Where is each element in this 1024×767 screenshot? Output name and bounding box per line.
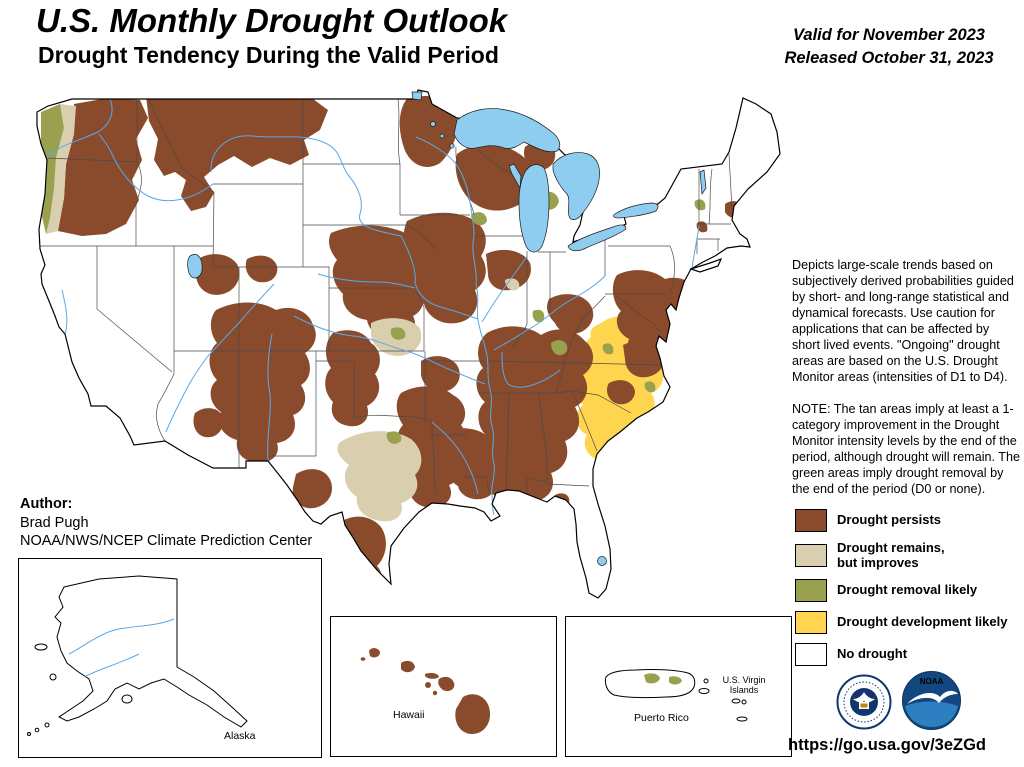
shortlink-url: https://go.usa.gov/3eZGd: [788, 736, 987, 754]
legend-swatch-improves: [795, 544, 827, 568]
alaska-outline: [54, 575, 248, 728]
legend-swatch-none: [795, 643, 827, 667]
virgin-islands-label-2: Islands: [730, 685, 759, 695]
author-organization: NOAA/NWS/NCEP Climate Prediction Center: [20, 533, 313, 550]
description-text: Depicts large-scale trends based on subj…: [792, 258, 1014, 384]
lake-huron: [552, 152, 600, 220]
legend-row-development: Drought development likely: [795, 611, 1008, 635]
lake-of-the-woods: [411, 91, 423, 101]
author-block: Author: Brad Pugh NOAA/NWS/NCEP Climate …: [20, 495, 312, 551]
validity-block: Valid for November 2023 Released October…: [760, 24, 1018, 70]
lake-ontario: [613, 202, 659, 219]
legend-label-development: Drought development likely: [837, 614, 1008, 630]
map-legend: Drought persists Drought remains, but im…: [795, 509, 1008, 667]
st-john: [741, 699, 747, 705]
legend-label-improves: Drought remains, but improves: [837, 540, 945, 570]
legend-label-removal: Drought removal likely: [837, 582, 978, 598]
state-borders: [40, 98, 733, 495]
author-name: Brad Pugh: [20, 514, 89, 531]
note-text: NOTE: The tan areas imply at least a 1-c…: [792, 402, 1020, 496]
green-bay: [508, 163, 522, 190]
hawaii-inset: Hawaii: [330, 616, 557, 757]
legend-label-persists: Drought persists: [837, 512, 942, 528]
puerto-rico-label: Puerto Rico: [634, 712, 689, 724]
department-of-commerce-seal: [836, 674, 892, 730]
legend-swatch-persists: [795, 509, 827, 532]
page-subtitle: Drought Tendency During the Valid Period: [38, 42, 499, 68]
lake-champlain: [699, 169, 707, 196]
long-island: [689, 257, 723, 273]
svg-text:NOAA: NOAA: [920, 677, 944, 686]
virgin-islands-label-1: U.S. Virgin: [723, 675, 766, 685]
valid-date: Valid for November 2023: [793, 26, 985, 44]
great-lakes: [187, 91, 707, 566]
legend-swatch-development: [795, 611, 827, 635]
alaska-label: Alaska: [224, 730, 256, 742]
page-title: U.S. Monthly Drought Outlook: [36, 2, 508, 39]
author-label: Author:: [20, 496, 73, 512]
rivers: [46, 98, 700, 516]
st-croix: [736, 716, 748, 722]
drought-improves-regions: [46, 104, 520, 522]
lake-erie: [567, 224, 627, 252]
lake-michigan: [518, 164, 550, 253]
conus-map: [36, 89, 781, 599]
lake-superior: [453, 108, 561, 153]
legend-row-improves: Drought remains, but improves: [795, 540, 1007, 570]
st-thomas: [731, 698, 741, 704]
hawaii-islands: [360, 648, 491, 734]
legend-swatch-removal: [795, 579, 827, 603]
legend-row-none: No drought: [795, 643, 1007, 667]
alaska-inset: Alaska: [18, 558, 322, 758]
legend-label-none: No drought: [837, 646, 908, 662]
legend-row-removal: Drought removal likely: [795, 579, 1007, 603]
released-date: Released October 31, 2023: [784, 49, 994, 68]
noaa-logo: NOAA: [902, 671, 961, 730]
drought-removal-regions: [39, 104, 706, 444]
lake-okeechobee: [597, 556, 607, 566]
legend-row-persists: Drought persists: [795, 509, 1007, 532]
puerto-rico-inset: Puerto Rico U.S. Virgin Islands: [565, 616, 792, 757]
great-salt-lake: [187, 254, 203, 279]
hawaii-label: Hawaii: [393, 709, 425, 721]
